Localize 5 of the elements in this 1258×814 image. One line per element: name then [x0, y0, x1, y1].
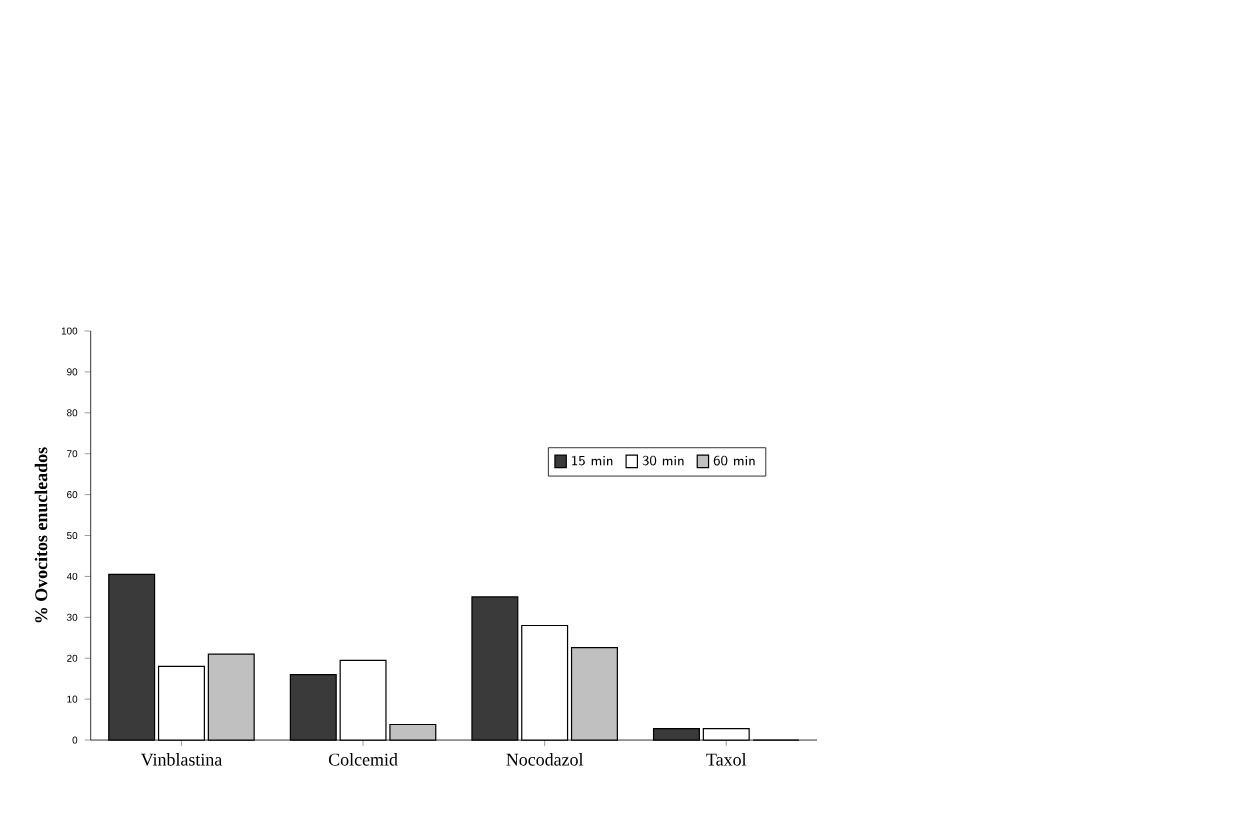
- x-tick-label: Taxol: [706, 753, 747, 766]
- x-tick-label: Colcemid: [328, 753, 398, 766]
- y-axis-title: % Ovocitos enucleados: [34, 447, 48, 623]
- x-tick-label: Nocodazol: [506, 753, 584, 766]
- x-tick-label: Vinblastina: [140, 753, 223, 766]
